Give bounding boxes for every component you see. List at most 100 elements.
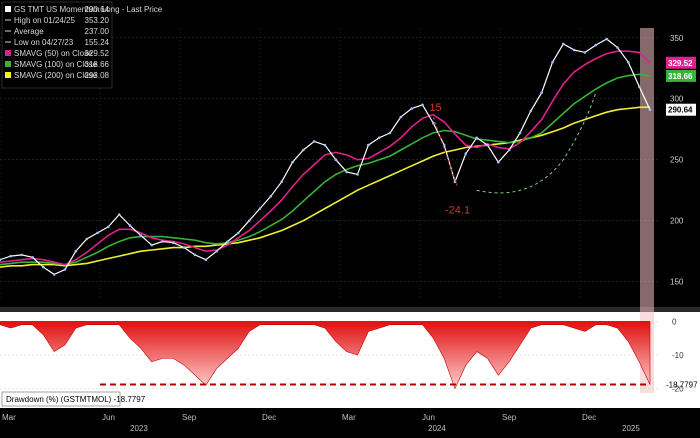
price-point [605,37,608,41]
sma100-tag: 318.66 [666,69,696,82]
price-point [356,173,359,176]
legend-swatch [5,6,11,12]
x-tick-label: Mar [342,413,356,422]
price-point [107,225,110,229]
price-tag-bg [666,103,696,116]
x-tick-label: Dec [582,413,596,422]
legend-value: 329.52 [85,49,110,58]
sma100-line [0,73,651,266]
price-point [237,231,240,235]
price-point [637,85,641,88]
x-tick-label: Jun [422,413,435,422]
x-year-label: 2024 [428,424,446,433]
drawdown-tag-bg [664,378,700,391]
legend-value: 353.20 [85,16,110,25]
x-tick-label: Jun [102,413,115,422]
price-point [562,42,565,46]
price-point [410,107,414,110]
peak-annotation: 15 [429,102,441,114]
drawdown-legend: Drawdown (%) (GSTMTMOL) -18.7797 [1,391,146,407]
price-point [377,136,381,140]
sma50-tag-text: 329.52 [668,59,693,68]
drawdown-legend-label: Drawdown (%) (GSTMTMOL) -18.7797 [6,395,146,404]
price-point [63,268,67,271]
price-point [247,219,251,222]
price-tag: 290.64 [666,103,696,116]
price-point [529,109,533,113]
price-point [182,246,186,249]
x-year-label: 2025 [622,424,640,433]
legend-swatch [5,50,11,56]
annotations: 15 -24.1 [429,92,597,217]
sma50-tag: 329.52 [666,56,696,69]
price-point [226,240,229,243]
price-point [551,60,554,64]
price-point [117,213,121,216]
price-point [518,131,522,135]
price-point [421,103,424,107]
price-point [432,121,435,125]
sma100-tag-bg [666,69,696,82]
legend-label: High on 01/24/25 [14,16,75,25]
sma50-line [0,50,651,266]
price-point [594,43,598,47]
drop-annotation: -24.1 [445,205,470,217]
price-point [302,148,305,152]
price-point [616,46,619,49]
x-year-label: 2023 [130,424,148,433]
legend-value: 290.64 [85,5,110,14]
price-tag-text: 290.64 [668,106,693,115]
legend-rows: GS TMT US Momentum Long - Last Price290.… [5,5,163,80]
price-point [280,180,284,183]
price-point [486,143,489,147]
price-point [507,148,511,152]
price-point [96,231,99,235]
price-point [540,91,543,94]
price-point [0,258,2,261]
axes: 350 300 250 200 150 0 -10 -20 Mar Jun Sep Dec Mar Jun… [0,34,700,433]
legend-label: SMAVG (100) on Close [14,60,98,69]
legend-box [1,1,113,89]
drawdown-layer [0,321,651,390]
price-point [583,51,587,54]
x-tick-label: Sep [502,413,517,422]
panel-separator [0,307,700,312]
drop-arrow [432,116,458,186]
price-point [52,273,56,276]
price-point [475,136,479,140]
x-tick-label: Dec [262,413,276,422]
value-tags: 329.52 318.66 290.64 -18.7797 [664,56,700,391]
legend-swatch [5,61,11,67]
price-point [31,255,34,259]
price-point [9,254,13,258]
price-point [204,258,208,262]
drawdown-tag-text: -18.7797 [666,381,698,390]
price-lines [0,37,652,276]
price-point [150,243,153,247]
legend-label: SMAVG (200) on Close [14,71,98,80]
price-point [128,224,132,227]
legend-value: 155.24 [85,38,110,47]
price-point [291,160,294,164]
price-point [464,152,468,155]
legend-value: 318.66 [85,60,110,69]
price-y-tick: 300 [670,95,684,104]
price-y-tick: 350 [670,34,684,43]
price-point [345,170,349,174]
price-point [497,160,500,164]
price-panel-bg [0,0,700,307]
price-point [172,241,175,244]
price-point [399,115,403,119]
drawdown-y-tick: -10 [672,351,684,360]
x-axis-strip [0,408,700,433]
price-point [323,143,327,147]
price-y-tick: 150 [670,278,684,287]
price-y-tick: 200 [670,217,684,226]
legend-label: Average [14,27,44,36]
drawdown-y-tick: 0 [672,317,677,326]
sma50-tag-bg [666,56,696,69]
legend-swatch [5,72,11,78]
legend-value: 293.08 [85,71,110,80]
